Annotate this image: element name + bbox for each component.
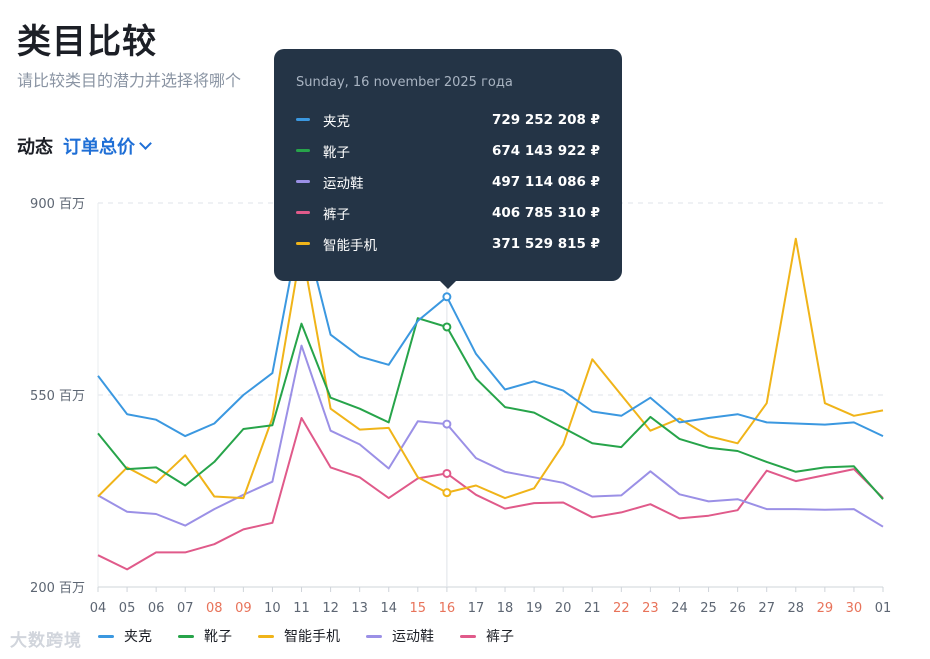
page-subtitle: 请比较类目的潜力并选择将哪个: [17, 71, 242, 90]
y-tick-label: 200 百万: [30, 581, 85, 596]
tooltip-series-value: 406 785 310 ₽: [491, 204, 600, 221]
legend-swatch: [258, 634, 274, 638]
metric-selected-label: 订单总价: [63, 137, 135, 158]
legend-item-裤子[interactable]: 裤子: [460, 626, 514, 646]
legend-item-智能手机[interactable]: 智能手机: [258, 626, 340, 646]
x-tick-label: 30: [846, 601, 863, 616]
x-tick-label: 26: [729, 601, 746, 616]
series-line-靴子: [97, 317, 884, 500]
legend-swatch: [366, 634, 382, 638]
legend-label: 夹克: [124, 629, 152, 645]
legend-label: 运动鞋: [392, 629, 434, 645]
legend-swatch: [460, 634, 476, 638]
x-tick-label: 13: [351, 601, 368, 616]
x-tick-label: 28: [788, 601, 805, 616]
x-tick-label: 19: [526, 601, 543, 616]
tooltip-series-name: 裤子: [323, 206, 350, 223]
tooltip-series-value: 729 252 208 ₽: [491, 111, 600, 128]
x-tick-label: 17: [468, 601, 485, 616]
x-tick-label: 08: [206, 601, 223, 616]
series-line-裤子: [97, 417, 884, 571]
x-tick-label: 15: [410, 601, 427, 616]
metric-label: 动态: [17, 137, 53, 158]
tooltip-series-name: 运动鞋: [323, 175, 364, 192]
hover-point-夹克: [442, 292, 452, 302]
tooltip-series-value: 497 114 086 ₽: [491, 173, 600, 190]
x-tick-label: 07: [177, 601, 194, 616]
tooltip-row: 靴子 674 143 922 ₽: [296, 135, 600, 166]
metric-dropdown[interactable]: 订单总价: [63, 133, 152, 159]
x-tick-label: 05: [119, 601, 136, 616]
legend-label: 裤子: [486, 629, 514, 645]
legend-item-运动鞋[interactable]: 运动鞋: [366, 626, 434, 646]
x-tick-label: 25: [700, 601, 717, 616]
tooltip-series-name: 智能手机: [323, 237, 377, 254]
tooltip-series-name: 靴子: [323, 144, 350, 161]
chart-legend: 夹克 靴子 智能手机 运动鞋 裤子: [98, 626, 514, 646]
legend-label: 智能手机: [284, 629, 340, 645]
tooltip-row: 裤子 406 785 310 ₽: [296, 197, 600, 228]
x-tick-label: 12: [322, 601, 339, 616]
series-line-智能手机: [97, 237, 884, 500]
tooltip-row: 智能手机 371 529 815 ₽: [296, 228, 600, 259]
x-tick-label: 06: [148, 601, 165, 616]
chart-tooltip: Sunday, 16 november 2025 года 夹克 729 252 …: [274, 49, 622, 289]
x-tick-label: 14: [380, 601, 397, 616]
hover-point-智能手机: [442, 488, 452, 498]
x-tick-label: 20: [555, 601, 572, 616]
x-tick-label: 18: [497, 601, 514, 616]
legend-swatch: [98, 634, 114, 638]
x-tick-label: 04: [90, 601, 107, 616]
tooltip-swatch: [296, 180, 310, 183]
legend-item-夹克[interactable]: 夹克: [98, 626, 152, 646]
legend-label: 靴子: [204, 629, 232, 645]
hover-point-靴子: [442, 322, 452, 332]
tooltip-date: Sunday, 16 november 2025 года: [296, 75, 513, 90]
tooltip-swatch: [296, 211, 310, 214]
series-line-夹克: [97, 218, 884, 438]
tooltip-swatch: [296, 242, 310, 245]
tooltip-row: 运动鞋 497 114 086 ₽: [296, 166, 600, 197]
hover-point-运动鞋: [442, 419, 452, 429]
legend-swatch: [178, 634, 194, 638]
watermark-logo: 大数跨境: [10, 631, 82, 651]
tooltip-rows: 夹克 729 252 208 ₽ 靴子 674 143 922 ₽ 运动鞋 497 114…: [296, 104, 600, 259]
page-title: 类目比较: [17, 22, 157, 62]
hover-point-裤子: [442, 468, 452, 478]
tooltip-swatch: [296, 118, 310, 121]
series-line-运动鞋: [97, 344, 884, 528]
tooltip-row: 夹克 729 252 208 ₽: [296, 104, 600, 135]
x-tick-label: 23: [642, 601, 659, 616]
x-tick-label: 29: [817, 601, 834, 616]
tooltip-swatch: [296, 149, 310, 152]
x-tick-label: 22: [613, 601, 630, 616]
legend-item-靴子[interactable]: 靴子: [178, 626, 232, 646]
x-tick-label: 24: [671, 601, 688, 616]
x-tick-label: 21: [584, 601, 601, 616]
x-tick-label: 16: [439, 601, 456, 616]
x-tick-label: 01: [875, 601, 892, 616]
x-tick-label: 11: [293, 601, 310, 616]
x-tick-label: 10: [264, 601, 281, 616]
y-tick-label: 550 百万: [30, 389, 85, 404]
tooltip-series-value: 371 529 815 ₽: [491, 235, 600, 252]
x-tick-label: 09: [235, 601, 252, 616]
y-tick-label: 900 百万: [30, 197, 85, 212]
tooltip-series-name: 夹克: [323, 113, 350, 130]
tooltip-series-value: 674 143 922 ₽: [491, 142, 600, 159]
x-tick-label: 27: [758, 601, 775, 616]
metric-row: 动态 订单总价: [17, 133, 152, 159]
